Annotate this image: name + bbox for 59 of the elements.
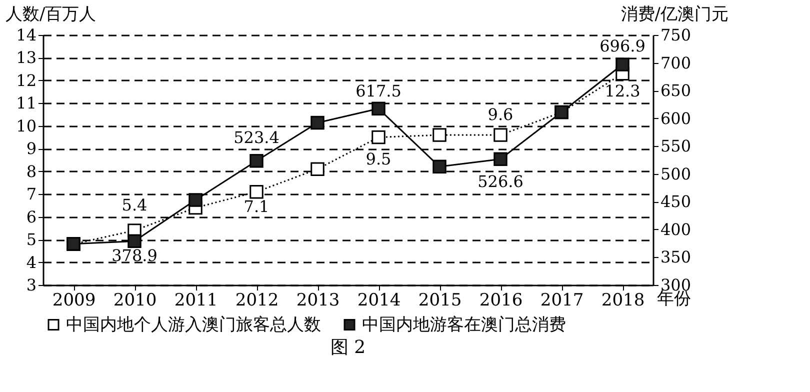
- x-tick-label: 2014: [357, 290, 401, 310]
- y2-tick-label: 450: [660, 192, 692, 212]
- y2-tick-label: 750: [660, 26, 692, 44]
- point: [372, 102, 386, 116]
- y-tick-label: 4: [26, 252, 36, 272]
- x-tick-label: 2011: [174, 290, 218, 310]
- y-tick-label: 9: [26, 139, 36, 158]
- point: [432, 160, 446, 174]
- point: [310, 162, 324, 176]
- y2-tick-label: 700: [660, 53, 692, 72]
- data-label: 7.1: [244, 196, 270, 216]
- point: [432, 128, 446, 142]
- y-tick-label: 14: [16, 26, 36, 44]
- point: [250, 184, 264, 199]
- data-label: 523.4: [234, 128, 280, 147]
- x-tick-label: 2015: [418, 290, 462, 310]
- x-tick-label: 2016: [479, 290, 523, 310]
- data-label: 5.4: [122, 195, 148, 214]
- y-tick-label: 13: [16, 48, 36, 68]
- x-tick-label: 2010: [113, 290, 157, 310]
- caption: 图 2: [330, 337, 366, 358]
- y2-axis-title: 消费/亿澳门元: [620, 4, 728, 24]
- point: [128, 234, 142, 248]
- data-label: 12.3: [604, 82, 640, 101]
- data-label: 378.9: [112, 246, 158, 266]
- y-tick-label: 6: [26, 207, 36, 226]
- data-label: 696.9: [600, 36, 646, 56]
- y-tick-label: 3: [26, 276, 36, 294]
- data-label: 9.6: [488, 105, 514, 124]
- data-label: 617.5: [356, 82, 402, 101]
- y2-tick-label: 600: [660, 108, 692, 128]
- y-tick-label: 8: [26, 162, 36, 181]
- y2-tick-label: 650: [660, 81, 692, 100]
- y-tick-label: 5: [26, 230, 36, 250]
- point: [310, 116, 324, 130]
- point: [188, 193, 202, 207]
- y-axis-title: 人数/百万人: [6, 4, 96, 24]
- point: [494, 128, 508, 142]
- y2-tick-label: 400: [660, 220, 692, 239]
- y2-tick-label: 550: [660, 136, 692, 156]
- y-tick-label: 12: [16, 70, 36, 90]
- point: [372, 130, 386, 144]
- y2-tick-label: 350: [660, 248, 692, 267]
- y-tick-label: 7: [26, 184, 36, 204]
- data-label: 526.6: [478, 172, 524, 192]
- x-tick-label: 2017: [540, 290, 584, 310]
- legend-label: 中国内地游客在澳门总消费: [362, 314, 566, 335]
- point: [250, 154, 264, 168]
- point: [494, 152, 508, 166]
- y-tick-label: 10: [16, 116, 36, 136]
- x-tick-label: 2018: [601, 290, 645, 310]
- y-tick-label: 11: [16, 94, 36, 113]
- legend-label: 中国内地个人游入澳门旅客总人数: [66, 314, 321, 335]
- y2-tick-label: 500: [660, 164, 692, 184]
- x-tick-label: 2012: [235, 290, 279, 310]
- x-tick-label: 2013: [296, 290, 340, 310]
- data-label: 9.5: [366, 149, 392, 168]
- x-tick-label: 2009: [52, 290, 96, 310]
- point: [616, 58, 630, 72]
